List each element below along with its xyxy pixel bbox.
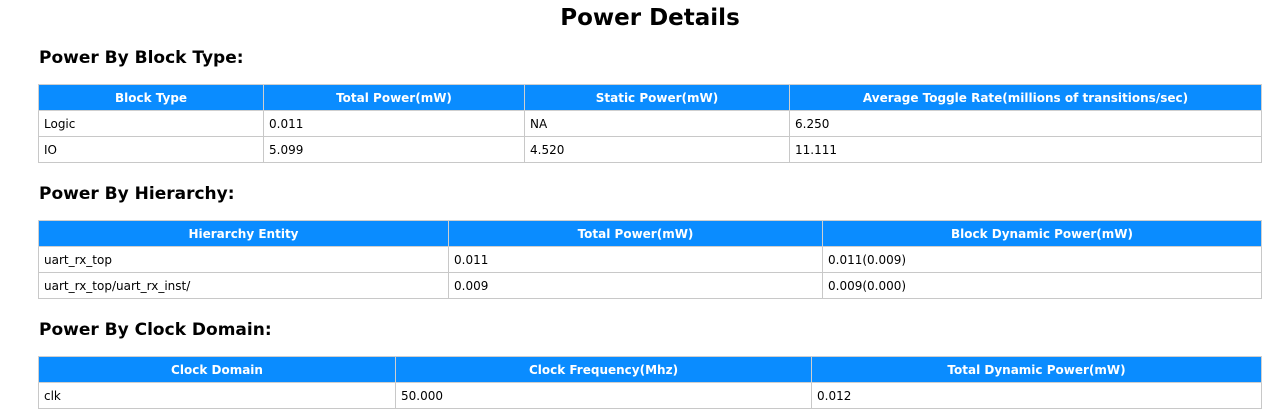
section-title-clock-domain: Power By Clock Domain: bbox=[39, 320, 272, 340]
column-header: Total Power(mW) bbox=[263, 84, 525, 111]
table-cell: IO bbox=[38, 136, 264, 163]
table-cell: 50.000 bbox=[395, 382, 812, 409]
column-header: Total Dynamic Power(mW) bbox=[811, 356, 1262, 383]
table-cell: 0.011 bbox=[263, 110, 525, 137]
column-header: Average Toggle Rate(millions of transiti… bbox=[789, 84, 1262, 111]
table-row: Logic 0.011 NA 6.250 bbox=[38, 110, 1262, 137]
table-cell: 5.099 bbox=[263, 136, 525, 163]
table-cell: 0.009 bbox=[448, 272, 823, 299]
table-cell: 0.011(0.009) bbox=[822, 246, 1262, 273]
column-header: Clock Frequency(Mhz) bbox=[395, 356, 812, 383]
section-title-block-type: Power By Block Type: bbox=[39, 48, 244, 68]
table-row: IO 5.099 4.520 11.111 bbox=[38, 136, 1262, 163]
table-row: uart_rx_top 0.011 0.011(0.009) bbox=[38, 246, 1262, 273]
section-title-hierarchy: Power By Hierarchy: bbox=[39, 184, 235, 204]
table-cell: 4.520 bbox=[524, 136, 790, 163]
block-type-table: Block Type Total Power(mW) Static Power(… bbox=[38, 84, 1262, 163]
page-title: Power Details bbox=[560, 5, 740, 31]
column-header: Block Dynamic Power(mW) bbox=[822, 220, 1262, 247]
table-cell: 11.111 bbox=[789, 136, 1262, 163]
table-cell: Logic bbox=[38, 110, 264, 137]
table-cell: 6.250 bbox=[789, 110, 1262, 137]
column-header: Static Power(mW) bbox=[524, 84, 790, 111]
table-cell: uart_rx_top/uart_rx_inst/ bbox=[38, 272, 449, 299]
table-cell: uart_rx_top bbox=[38, 246, 449, 273]
table-header-row: Block Type Total Power(mW) Static Power(… bbox=[38, 84, 1262, 111]
column-header: Total Power(mW) bbox=[448, 220, 823, 247]
table-cell: 0.012 bbox=[811, 382, 1262, 409]
table-row: clk 50.000 0.012 bbox=[38, 382, 1262, 409]
hierarchy-table: Hierarchy Entity Total Power(mW) Block D… bbox=[38, 220, 1262, 299]
table-cell: 0.009(0.000) bbox=[822, 272, 1262, 299]
table-header-row: Clock Domain Clock Frequency(Mhz) Total … bbox=[38, 356, 1262, 383]
table-row: uart_rx_top/uart_rx_inst/ 0.009 0.009(0.… bbox=[38, 272, 1262, 299]
table-cell: NA bbox=[524, 110, 790, 137]
column-header: Block Type bbox=[38, 84, 264, 111]
table-cell: clk bbox=[38, 382, 396, 409]
table-header-row: Hierarchy Entity Total Power(mW) Block D… bbox=[38, 220, 1262, 247]
table-cell: 0.011 bbox=[448, 246, 823, 273]
column-header: Clock Domain bbox=[38, 356, 396, 383]
clock-domain-table: Clock Domain Clock Frequency(Mhz) Total … bbox=[38, 356, 1262, 409]
column-header: Hierarchy Entity bbox=[38, 220, 449, 247]
